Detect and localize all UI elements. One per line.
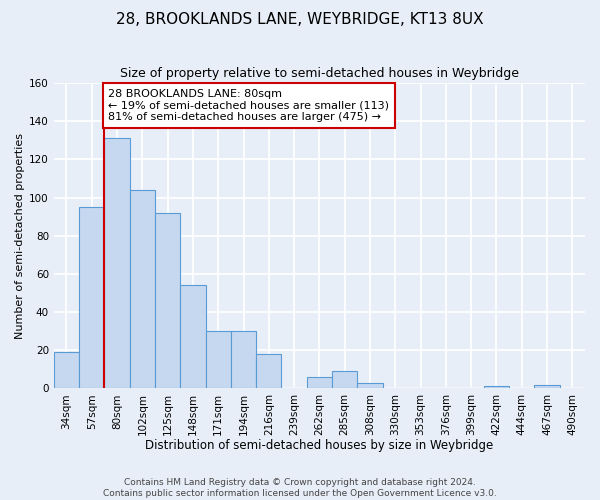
Bar xyxy=(484,386,509,388)
Bar xyxy=(535,384,560,388)
X-axis label: Distribution of semi-detached houses by size in Weybridge: Distribution of semi-detached houses by … xyxy=(145,440,494,452)
Bar xyxy=(206,331,231,388)
Bar xyxy=(130,190,155,388)
Bar xyxy=(79,207,104,388)
Bar xyxy=(180,286,206,389)
Bar xyxy=(332,371,358,388)
Text: Contains HM Land Registry data © Crown copyright and database right 2024.
Contai: Contains HM Land Registry data © Crown c… xyxy=(103,478,497,498)
Bar xyxy=(54,352,79,389)
Bar xyxy=(231,331,256,388)
Title: Size of property relative to semi-detached houses in Weybridge: Size of property relative to semi-detach… xyxy=(120,68,519,80)
Bar xyxy=(307,377,332,388)
Bar xyxy=(256,354,281,388)
Text: 28 BROOKLANDS LANE: 80sqm
← 19% of semi-detached houses are smaller (113)
81% of: 28 BROOKLANDS LANE: 80sqm ← 19% of semi-… xyxy=(108,89,389,122)
Bar xyxy=(155,213,180,388)
Bar xyxy=(358,382,383,388)
Bar xyxy=(104,138,130,388)
Text: 28, BROOKLANDS LANE, WEYBRIDGE, KT13 8UX: 28, BROOKLANDS LANE, WEYBRIDGE, KT13 8UX xyxy=(116,12,484,28)
Y-axis label: Number of semi-detached properties: Number of semi-detached properties xyxy=(15,132,25,338)
